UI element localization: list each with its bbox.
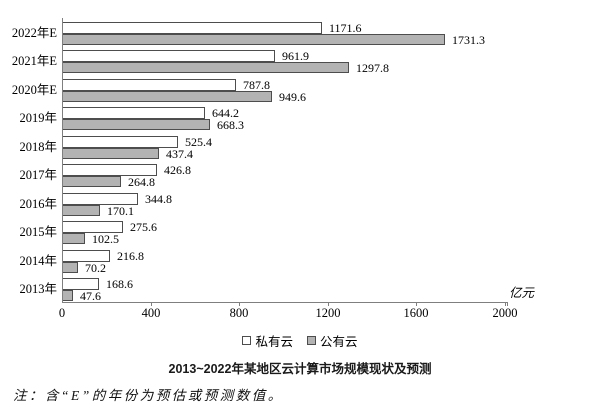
category-label: 2019年 (19, 111, 57, 125)
bar-value-label: 1171.6 (329, 21, 362, 35)
legend-label-public-cloud: 公有云 (320, 335, 358, 349)
bar-value-label: 275.6 (130, 220, 157, 234)
chart-legend: 私有云 公有云 (0, 331, 600, 350)
public-cloud-bar (62, 175, 121, 187)
x-axis-tick (416, 302, 417, 306)
bar-value-label: 70.2 (85, 260, 106, 275)
public-cloud-bar (62, 232, 85, 244)
footnote: 注：含“E”的年份为预估或预测数值。 (13, 388, 284, 403)
bar-value-label: 644.2 (212, 106, 239, 120)
x-axis-tick (505, 302, 506, 306)
private-cloud-bar (62, 107, 205, 119)
x-axis-tick-label: 400 (141, 306, 161, 320)
bar-value-label: 1297.8 (356, 60, 389, 75)
public-cloud-bar (62, 289, 73, 301)
x-axis-tick-label: 800 (229, 306, 249, 320)
private-cloud-bar (62, 278, 99, 290)
private-cloud-bar (62, 22, 322, 34)
private-cloud-bar (62, 50, 275, 62)
category-label: 2014年 (19, 254, 57, 268)
bar-value-label: 102.5 (92, 231, 119, 246)
bar-value-label: 525.4 (185, 135, 212, 149)
x-axis-tick (239, 302, 240, 306)
public-cloud-bar (62, 261, 78, 273)
bar-value-label: 216.8 (117, 249, 144, 263)
public-cloud-bar (62, 33, 445, 45)
x-axis-end-tick (507, 302, 508, 306)
x-axis-tick (151, 302, 152, 306)
private-cloud-bar (62, 193, 138, 205)
bar-value-label: 949.6 (279, 89, 306, 104)
private-cloud-bar (62, 250, 110, 262)
category-label: 2018年 (19, 140, 57, 154)
bar-value-label: 168.6 (106, 277, 133, 291)
x-axis-line (62, 302, 508, 303)
category-label: 2021年E (11, 54, 57, 68)
category-label: 2017年 (19, 168, 57, 182)
x-axis-tick-label: 2000 (492, 306, 518, 320)
bar-value-label: 961.9 (282, 49, 309, 63)
legend-label-private-cloud: 私有云 (255, 335, 293, 349)
public-cloud-bar (62, 204, 100, 216)
bar-value-label: 170.1 (107, 203, 134, 218)
public-cloud-bar (62, 118, 210, 130)
public-cloud-bar (62, 90, 272, 102)
private-cloud-bar (62, 136, 178, 148)
category-label: 2020年E (11, 83, 57, 97)
private-cloud-bar (62, 79, 236, 91)
x-axis-tick (328, 302, 329, 306)
private-cloud-bar (62, 164, 157, 176)
bar-value-label: 344.8 (145, 192, 172, 206)
bar-value-label: 426.8 (164, 163, 191, 177)
x-axis-tick-label: 1600 (403, 306, 429, 320)
bar-value-label: 1731.3 (452, 32, 485, 47)
public-cloud-swatch-icon (307, 336, 316, 345)
public-cloud-bar (62, 147, 159, 159)
y-axis-line (62, 18, 63, 302)
bar-value-label: 437.4 (166, 146, 193, 161)
legend-item-public-cloud: 公有云 (307, 331, 358, 350)
axis-unit-label: 亿元 (509, 286, 535, 300)
category-label: 2016年 (19, 197, 57, 211)
x-axis-tick-label: 1200 (315, 306, 341, 320)
public-cloud-bar (62, 61, 349, 73)
bar-value-label: 787.8 (243, 78, 270, 92)
bar-value-label: 668.3 (217, 117, 244, 132)
chart-title: 2013~2022年某地区云计算市场规模现状及预测 (168, 362, 432, 376)
private-cloud-bar (62, 221, 123, 233)
bar-value-label: 264.8 (128, 174, 155, 189)
x-axis-tick-label: 0 (58, 306, 66, 320)
category-label: 2015年 (19, 225, 57, 239)
legend-item-private-cloud: 私有云 (242, 331, 293, 350)
private-cloud-swatch-icon (242, 336, 252, 345)
category-label: 2013年 (19, 282, 57, 296)
bar-value-label: 47.6 (80, 288, 101, 303)
category-label: 2022年E (11, 26, 57, 40)
